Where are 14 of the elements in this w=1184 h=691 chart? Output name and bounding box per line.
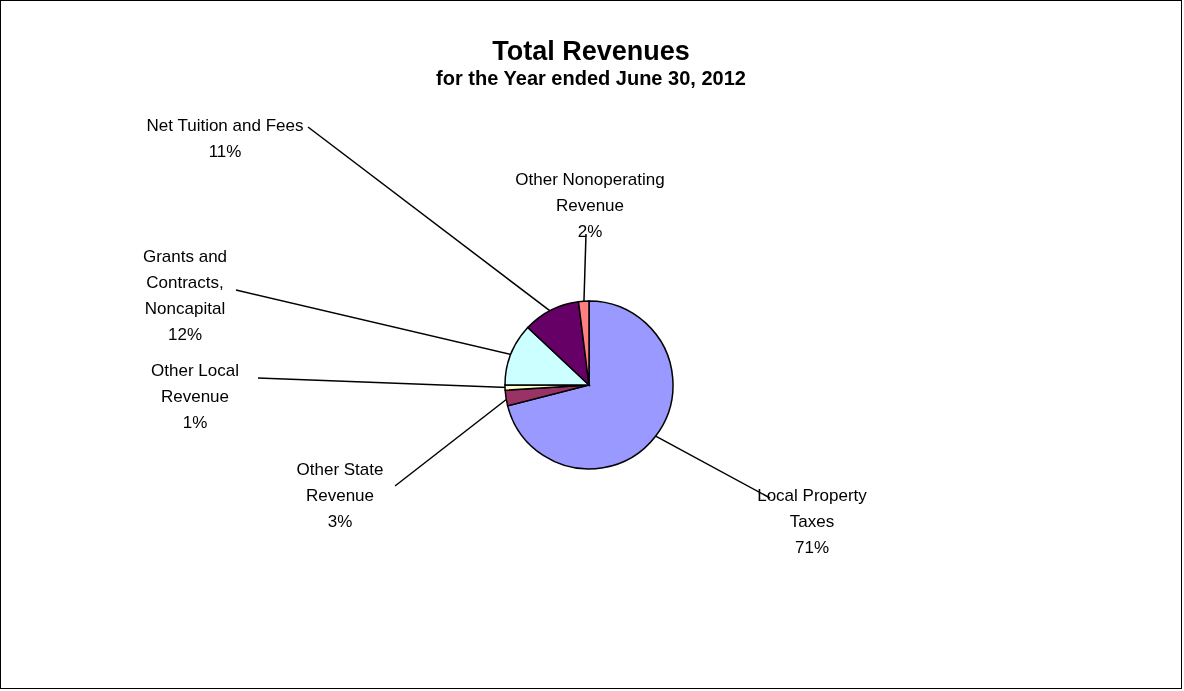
slice-label: Other Nonoperating Revenue <box>515 170 665 215</box>
data-label: 2% <box>577 222 603 241</box>
chart-title: Total Revenues <box>492 36 690 66</box>
slice-label: Local Property Taxes <box>757 486 868 531</box>
data-label: 71% <box>794 538 830 557</box>
slice-label: Net Tuition and Fees <box>146 116 304 135</box>
data-label: 11% <box>208 142 242 161</box>
data-label: 3% <box>327 512 353 531</box>
chart-subtitle: for the Year ended June 30, 2012 <box>436 67 746 89</box>
data-label: 1% <box>182 413 208 432</box>
slice-label: Other State Revenue <box>296 460 384 505</box>
data-label: 12% <box>167 325 203 344</box>
slice-label: Grants and Contracts, Noncapital <box>142 247 228 318</box>
slice-label: Other Local Revenue <box>151 361 239 406</box>
